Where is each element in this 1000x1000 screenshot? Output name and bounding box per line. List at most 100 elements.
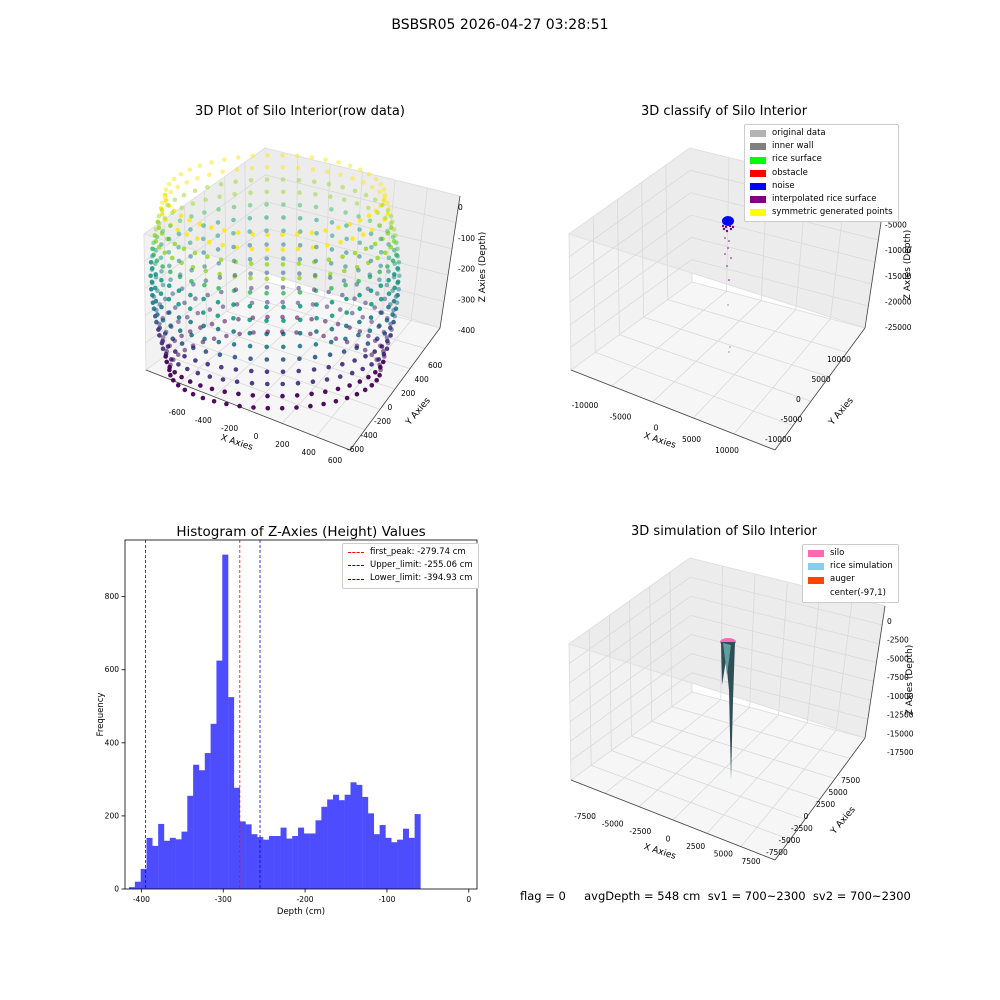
original-point (727, 304, 729, 306)
z-tick-label: -10000 (887, 692, 914, 701)
data-point (171, 378, 176, 383)
data-point (362, 387, 368, 393)
data-point (220, 169, 225, 175)
y-tick-label: 10000 (827, 355, 851, 364)
data-point (187, 240, 193, 246)
data-point (395, 267, 401, 272)
data-point (205, 361, 210, 367)
data-point (191, 282, 196, 287)
floor-grid-line (733, 318, 831, 435)
data-point (168, 189, 173, 195)
data-point (154, 307, 159, 313)
data-point (362, 347, 368, 353)
wall-grid-line (570, 236, 872, 325)
legend-label: silo (830, 548, 845, 558)
data-point (360, 314, 365, 320)
wall-grid-line (608, 615, 612, 751)
data-point (187, 306, 193, 311)
data-point (390, 288, 395, 293)
data-point (310, 245, 316, 250)
data-point (151, 294, 157, 299)
interpolated-point (728, 240, 730, 242)
data-point (264, 262, 270, 267)
data-point (160, 211, 165, 217)
data-point (163, 187, 169, 192)
data-point (211, 336, 217, 341)
data-point (354, 201, 360, 206)
data-point (201, 296, 206, 302)
data-point (168, 223, 173, 229)
data-point (248, 178, 254, 183)
data-point (187, 379, 193, 384)
wall-grid-line (570, 259, 869, 348)
data-point (363, 192, 369, 198)
data-point (295, 153, 300, 159)
data-point (264, 357, 270, 362)
data-point (193, 358, 198, 363)
data-point (219, 364, 224, 370)
data-point (201, 236, 206, 242)
data-point (236, 391, 241, 397)
data-point (162, 250, 167, 256)
data-point (356, 268, 361, 273)
data-point (369, 301, 374, 307)
data-point (176, 301, 181, 307)
data-point (386, 269, 391, 274)
data-point (344, 339, 350, 345)
data-point (297, 216, 303, 221)
data-point (297, 330, 303, 336)
data-point (182, 300, 187, 306)
data-point (200, 395, 206, 401)
data-point (166, 236, 172, 242)
legend-label: first_peak: -279.74 cm (370, 547, 466, 557)
data-point (202, 264, 207, 269)
data-point (249, 165, 255, 171)
data-point (198, 325, 203, 330)
data-point (176, 315, 182, 320)
y-tick-label: -5000 (779, 836, 801, 845)
data-point (357, 292, 362, 298)
data-point (172, 197, 178, 203)
data-point (281, 318, 286, 323)
floor-grid-line (643, 316, 830, 378)
data-point (220, 242, 225, 248)
floor-grid-line (246, 296, 426, 349)
z-tick-label: 0 (458, 203, 463, 212)
data-point (386, 291, 392, 296)
data-point (168, 362, 173, 368)
data-point (264, 304, 269, 310)
data-point (164, 359, 169, 365)
data-point (336, 160, 341, 165)
data-point (386, 277, 391, 283)
data-point (201, 223, 206, 228)
data-point (233, 287, 239, 292)
z-axis-label: Z Axies (Depth) (903, 230, 913, 301)
data-point (323, 389, 328, 395)
histogram-bar (204, 753, 211, 889)
data-point (175, 184, 181, 190)
data-point (329, 313, 335, 319)
data-point (328, 271, 333, 277)
z-axis-line (439, 195, 461, 329)
data-point (295, 300, 301, 306)
original-point (728, 351, 730, 353)
data-point (333, 336, 339, 341)
data-point (197, 221, 203, 227)
original-point (729, 346, 731, 348)
data-point (385, 208, 391, 213)
data-point (197, 163, 203, 169)
data-point (378, 367, 383, 373)
x-tick-label: -400 (133, 895, 150, 904)
legend-entry: original data (750, 127, 893, 140)
data-point (323, 319, 328, 324)
data-point (220, 377, 226, 382)
data-point (153, 261, 158, 266)
histogram-bar (263, 839, 270, 889)
data-point (165, 310, 171, 316)
data-point (347, 325, 352, 330)
legend-entry: Lower_limit: -394.93 cm (348, 572, 473, 585)
y-tick-label: 600 (105, 665, 120, 674)
y-tick-label: -2500 (791, 824, 813, 833)
data-point (296, 178, 302, 183)
data-point (215, 299, 221, 305)
